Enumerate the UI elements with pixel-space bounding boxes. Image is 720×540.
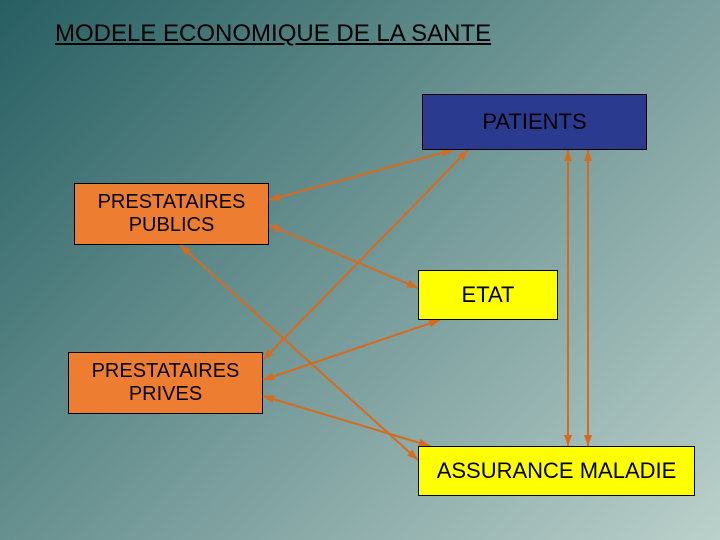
node-assurance-maladie: ASSURANCE MALADIE [418, 446, 695, 496]
node-etat: ETAT [418, 270, 558, 320]
node-patients: PATIENTS [422, 94, 647, 150]
diagram-canvas: MODELE ECONOMIQUE DE LA SANTE PATIENTS P… [0, 0, 720, 540]
node-prestataires-prives: PRESTATAIRES PRIVES [68, 352, 263, 414]
diagram-title: MODELE ECONOMIQUE DE LA SANTE [55, 20, 491, 48]
node-prestataires-publics: PRESTATAIRES PUBLICS [74, 183, 269, 245]
